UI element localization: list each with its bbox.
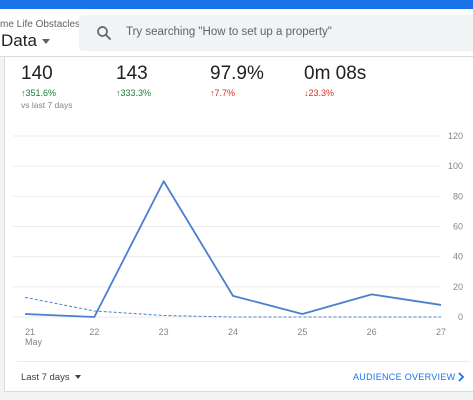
metric-users[interactable]: 140 ↑351.6% [21, 63, 56, 98]
metric-change: ↓23.3% [304, 88, 335, 98]
metric-value: 143 [116, 63, 148, 84]
metric-value: 0m 08s [304, 63, 367, 84]
footer-divider [17, 361, 469, 362]
account-name[interactable]: me Life Obstacles [0, 19, 81, 30]
date-range-label: Last 7 days [21, 372, 70, 383]
metric-value: 97.9% [210, 63, 264, 84]
y-tick-label: 0 [458, 312, 463, 322]
search-bar[interactable]: Try searching "How to set up a property" [79, 15, 473, 51]
metric-sessions[interactable]: 143 ↑333.3% [116, 63, 151, 98]
x-tick-label: 21 [25, 327, 35, 337]
metric-change: ↑7.7% [210, 88, 236, 98]
y-tick-label: 20 [453, 282, 463, 292]
y-tick-label: 100 [448, 161, 463, 171]
x-tick-label: 23 [159, 327, 169, 337]
property-selector[interactable]: Data [1, 31, 50, 51]
chevron-right-icon[interactable] [456, 371, 466, 383]
top-bar [0, 0, 473, 9]
caret-down-icon [41, 39, 50, 45]
metric-session-duration[interactable]: 0m 08s ↓23.3% [304, 63, 366, 98]
x-tick-label: 24 [228, 327, 238, 337]
comparison-label: vs last 7 days [21, 100, 73, 110]
metric-change: ↑351.6% [21, 88, 57, 98]
audience-overview-link[interactable]: AUDIENCE OVERVIEW [353, 372, 456, 382]
x-tick-label: 25 [297, 327, 307, 337]
x-tick-label: 22 [89, 327, 99, 337]
x-tick-label: 26 [367, 327, 377, 337]
property-name: Data [1, 31, 37, 50]
y-tick-label: 40 [453, 252, 463, 262]
users-overview-card: 140 ↑351.6% 143 ↑333.3% 97.9% ↑7.7% 0m 0… [4, 57, 473, 392]
previous-period-line [24, 296, 441, 318]
metric-value: 140 [21, 63, 53, 84]
search-placeholder: Try searching "How to set up a property" [126, 26, 332, 38]
y-tick-label: 80 [453, 191, 463, 201]
caret-down-icon [74, 375, 81, 380]
y-tick-label: 60 [453, 222, 463, 232]
y-tick-label: 120 [448, 131, 463, 141]
x-tick-sublabel: May [25, 337, 43, 347]
metric-bounce-rate[interactable]: 97.9% ↑7.7% [210, 63, 264, 98]
x-tick-label: 27 [436, 327, 446, 337]
metric-change: ↑333.3% [116, 88, 152, 98]
app-header: me Life Obstacles Data Try searching "Ho… [0, 9, 473, 57]
line-chart: 120 100 80 60 40 20 0 21 22 23 24 25 26 27 May [13, 131, 463, 347]
current-period-line [24, 180, 442, 318]
search-icon [97, 26, 111, 40]
date-range-selector[interactable]: Last 7 days [21, 372, 81, 383]
